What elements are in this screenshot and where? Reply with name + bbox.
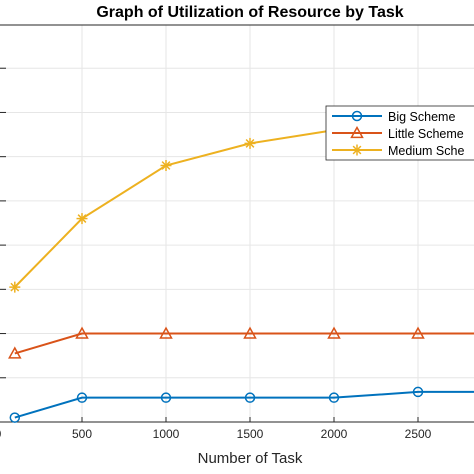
chart-title: Graph of Utilization of Resource by Task xyxy=(96,4,403,21)
data-point-medium-sche xyxy=(244,137,256,149)
x-tick-label: 1000 xyxy=(153,427,180,441)
data-point-little-scheme xyxy=(243,326,257,339)
data-point-big-scheme xyxy=(76,392,88,403)
series-layer xyxy=(8,115,474,423)
legend-marker-little-scheme xyxy=(350,125,364,139)
data-point-little-scheme xyxy=(75,326,89,339)
data-point-big-scheme xyxy=(9,412,21,423)
x-tick-label: 1500 xyxy=(237,427,264,441)
data-point-little-scheme xyxy=(327,326,341,339)
legend-label-little-scheme: Little Scheme xyxy=(388,127,464,141)
series-line-big-scheme xyxy=(14,390,474,419)
data-point-medium-sche xyxy=(9,281,21,293)
x-tick-label: 2000 xyxy=(321,427,348,441)
asterisk-stroke xyxy=(245,138,255,148)
data-point-medium-sche xyxy=(160,160,172,172)
asterisk-stroke xyxy=(77,214,87,223)
x-axis-label: Number of Task xyxy=(198,450,303,467)
data-point-medium-sche xyxy=(76,213,88,225)
data-point-big-scheme xyxy=(244,392,256,403)
data-point-big-scheme xyxy=(160,392,172,403)
x-tick-label: 2500 xyxy=(405,427,432,441)
legend-marker-medium-sche xyxy=(351,144,363,156)
asterisk-stroke xyxy=(10,282,20,292)
series-line-little-scheme xyxy=(14,332,474,355)
data-point-big-scheme xyxy=(412,386,424,398)
data-point-little-scheme xyxy=(411,326,425,339)
legend: Big Scheme Little Scheme Medium Sche xyxy=(325,105,474,161)
asterisk-stroke xyxy=(161,161,171,170)
legend-label-big-scheme: Big Scheme xyxy=(388,110,455,124)
legend-marker-big-scheme xyxy=(351,110,363,122)
tick-labels: 0 500 1000 1500 2000 2500 xyxy=(0,427,432,441)
data-point-big-scheme xyxy=(328,392,340,403)
x-tick-label: 500 xyxy=(72,427,92,441)
x-tick-label: 0 xyxy=(0,427,2,441)
legend-label-medium-scheme: Medium Sche xyxy=(388,144,464,158)
grid-lines xyxy=(0,25,474,422)
axes xyxy=(0,24,474,423)
asterisk-stroke xyxy=(352,145,362,155)
data-point-little-scheme xyxy=(8,346,22,359)
data-point-little-scheme xyxy=(159,326,173,339)
